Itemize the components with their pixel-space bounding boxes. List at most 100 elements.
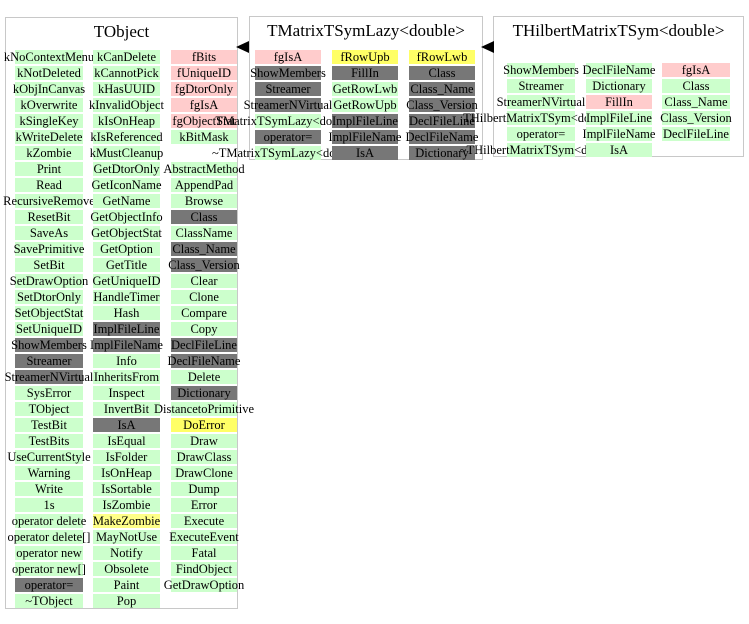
member-function[interactable]: Print [15, 162, 83, 176]
member-function[interactable]: Dictionary [586, 79, 652, 93]
member-function[interactable]: ImplFileName [329, 130, 401, 144]
member-function[interactable]: kZombie [15, 146, 83, 160]
member-function[interactable]: TMatrixTSymLazy<double> [215, 114, 361, 128]
member-function[interactable]: Class_Version [406, 98, 478, 112]
member-function[interactable]: RecursiveRemove [3, 194, 95, 208]
member-function[interactable]: IsOnHeap [93, 466, 160, 480]
member-function[interactable]: GetRowUpb [332, 98, 398, 112]
member-function[interactable]: ExecuteEvent [169, 530, 239, 544]
member-function[interactable]: ~TObject [15, 594, 83, 608]
member-function[interactable]: DeclFileName [168, 354, 240, 368]
member-function[interactable]: THilbertMatrixTSym<double> [463, 111, 619, 125]
member-data[interactable]: fgObjectStat [171, 114, 237, 128]
member-function[interactable]: Copy [171, 322, 237, 336]
member-function[interactable]: Class_Version [660, 111, 732, 125]
member-function[interactable]: IsSortable [93, 482, 160, 496]
member-function[interactable]: InvertBit [93, 402, 160, 416]
member-function[interactable]: Streamer [15, 354, 83, 368]
member-function[interactable]: DeclFileName [406, 130, 478, 144]
member-function[interactable]: GetDtorOnly [93, 162, 160, 176]
member-function[interactable]: GetTitle [93, 258, 160, 272]
member-function[interactable]: fRowUpb [332, 50, 398, 64]
member-function[interactable]: Hash [93, 306, 160, 320]
member-function[interactable]: ClassName [171, 226, 237, 240]
member-function[interactable]: ShowMembers [250, 66, 326, 80]
member-function[interactable]: AbstractMethod [163, 162, 245, 176]
member-function[interactable]: TObject [15, 402, 83, 416]
member-function[interactable]: SetDrawOption [10, 274, 88, 288]
member-function[interactable]: Dump [171, 482, 237, 496]
member-function[interactable]: DeclFileLine [409, 114, 475, 128]
member-function[interactable]: IsA [586, 143, 652, 157]
member-function[interactable]: Paint [93, 578, 160, 592]
member-function[interactable]: kInvalidObject [89, 98, 164, 112]
member-function[interactable]: operator delete [12, 514, 86, 528]
member-function[interactable]: kNoContextMenu [4, 50, 94, 64]
member-function[interactable]: Class_Name [171, 242, 237, 256]
member-function[interactable]: Streamer [255, 82, 321, 96]
member-function[interactable]: StreamerNVirtual [5, 370, 93, 384]
member-function[interactable]: DeclFileLine [662, 127, 730, 141]
member-function[interactable]: Execute [171, 514, 237, 528]
member-function[interactable]: ImplFileLine [93, 322, 160, 336]
member-function[interactable]: operator= [507, 127, 575, 141]
member-function[interactable]: StreamerNVirtual [497, 95, 585, 109]
member-function[interactable]: Obsolete [93, 562, 160, 576]
member-function[interactable]: DeclFileName [583, 63, 655, 77]
member-function[interactable]: Class [171, 210, 237, 224]
member-function[interactable]: ImplFileLine [332, 114, 398, 128]
member-function[interactable]: Draw [171, 434, 237, 448]
member-function[interactable]: ~TMatrixTSymLazy<double> [212, 146, 364, 160]
member-function[interactable]: kIsOnHeap [93, 114, 160, 128]
member-data[interactable]: fUniqueID [171, 66, 237, 80]
member-function[interactable]: Browse [171, 194, 237, 208]
member-function[interactable]: GetName [93, 194, 160, 208]
member-function[interactable]: SysError [15, 386, 83, 400]
member-function[interactable]: MayNotUse [93, 530, 160, 544]
member-function[interactable]: DrawClass [171, 450, 237, 464]
member-function[interactable]: Class_Name [409, 82, 475, 96]
member-function[interactable]: IsFolder [93, 450, 160, 464]
member-function[interactable]: StreamerNVirtual [244, 98, 332, 112]
member-function[interactable]: ShowMembers [11, 338, 87, 352]
member-function[interactable]: DrawClone [171, 466, 237, 480]
member-function[interactable]: ImplFileLine [586, 111, 652, 125]
member-data[interactable]: FillIn [586, 95, 652, 109]
member-function[interactable]: HandleTimer [93, 290, 160, 304]
member-data[interactable]: fgIsA [255, 50, 321, 64]
member-function[interactable]: GetIconName [91, 178, 162, 192]
member-function[interactable]: GetObjectStat [91, 226, 162, 240]
member-function[interactable]: kNotDeleted [15, 66, 83, 80]
member-function[interactable]: Class [409, 66, 475, 80]
member-function[interactable]: Fatal [171, 546, 237, 560]
member-function[interactable]: AppendPad [171, 178, 237, 192]
member-function[interactable]: Dictionary [171, 386, 237, 400]
member-function[interactable]: Info [93, 354, 160, 368]
member-function[interactable]: SetBit [15, 258, 83, 272]
member-function[interactable]: GetDrawOption [164, 578, 244, 592]
member-function[interactable]: GetOption [93, 242, 160, 256]
member-function[interactable]: operator new[] [12, 562, 86, 576]
member-function[interactable]: DoError [171, 418, 237, 432]
member-function[interactable]: Clone [171, 290, 237, 304]
member-function[interactable]: ImplFileName [583, 127, 655, 141]
member-function[interactable]: IsA [332, 146, 398, 160]
member-function[interactable]: ~THilbertMatrixTSym<double> [460, 143, 622, 157]
member-function[interactable]: operator new [15, 546, 83, 560]
member-function[interactable]: SetObjectStat [15, 306, 83, 320]
member-function[interactable]: kBitMask [171, 130, 237, 144]
member-function[interactable]: SaveAs [15, 226, 83, 240]
member-function[interactable]: Class [662, 79, 730, 93]
member-function[interactable]: Warning [15, 466, 83, 480]
member-function[interactable]: SetDtorOnly [15, 290, 83, 304]
member-function[interactable]: ResetBit [15, 210, 83, 224]
member-function[interactable]: kSingleKey [15, 114, 83, 128]
member-function[interactable]: operator= [15, 578, 83, 592]
member-function[interactable]: Error [171, 498, 237, 512]
member-data[interactable]: fBits [171, 50, 237, 64]
member-function[interactable]: operator delete[] [8, 530, 90, 544]
member-function[interactable]: Class_Name [662, 95, 730, 109]
member-function[interactable]: IsEqual [93, 434, 160, 448]
member-function[interactable]: kHasUUID [93, 82, 160, 96]
member-function[interactable]: SavePrimitive [14, 242, 84, 256]
